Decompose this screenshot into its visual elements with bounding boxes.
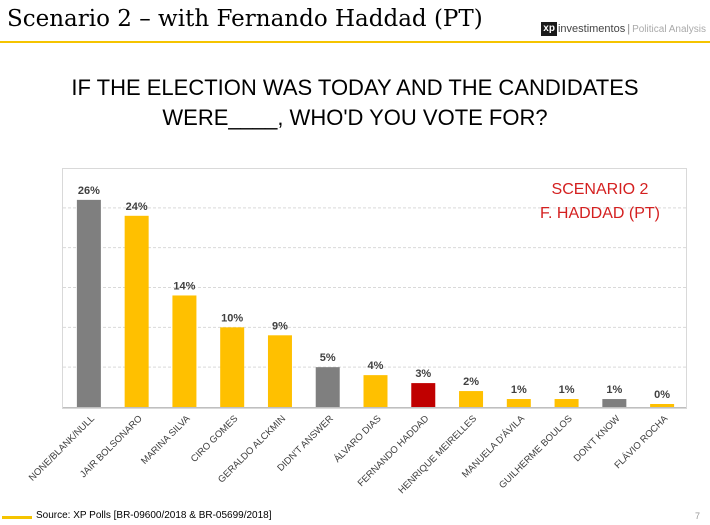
scenario-line-1: SCENARIO 2 bbox=[551, 181, 649, 198]
value-label: 1% bbox=[606, 384, 622, 396]
value-label: 0% bbox=[654, 389, 670, 401]
category-label: CIRO GOMES bbox=[189, 413, 240, 464]
bar bbox=[315, 367, 340, 407]
category-label: HENRIQUE MEIRELLES bbox=[396, 413, 479, 496]
value-label: 3% bbox=[415, 368, 431, 380]
value-label: 4% bbox=[368, 360, 384, 372]
question-heading: IF THE ELECTION WAS TODAY AND THE CANDID… bbox=[71, 75, 639, 130]
logo-mark: xp bbox=[541, 22, 557, 36]
logo-text: investimentos bbox=[557, 23, 626, 35]
scenario-line-2: F. HADDAD (PT) bbox=[540, 205, 660, 222]
bar bbox=[459, 391, 484, 407]
category-label: DON'T KNOW bbox=[572, 413, 623, 464]
xp-logo: xp investimentos | Political Analysis bbox=[541, 21, 706, 37]
bar bbox=[602, 399, 627, 407]
value-label: 2% bbox=[463, 376, 479, 388]
bar bbox=[506, 399, 531, 407]
value-label: 10% bbox=[221, 312, 243, 324]
chart-frame bbox=[62, 168, 687, 409]
value-label: 14% bbox=[173, 280, 195, 292]
page-number: 7 bbox=[694, 511, 700, 521]
bar bbox=[267, 335, 292, 407]
value-label: 1% bbox=[559, 384, 575, 396]
logo-separator: | bbox=[627, 23, 631, 35]
category-label: MARINA SILVA bbox=[139, 413, 193, 467]
scenario-label: SCENARIO 2 F. HADDAD (PT) bbox=[520, 178, 680, 226]
bar bbox=[124, 215, 149, 407]
footer-accent-line bbox=[2, 516, 32, 519]
value-label: 1% bbox=[511, 384, 527, 396]
bar bbox=[172, 295, 197, 407]
source-note: Source: XP Polls [BR-09600/2018 & BR-056… bbox=[36, 510, 272, 521]
bar bbox=[650, 404, 675, 407]
bar bbox=[220, 327, 245, 407]
category-label: ÁLVARO DIAS bbox=[332, 413, 384, 465]
logo-subtitle: Political Analysis bbox=[632, 23, 706, 35]
value-label: 9% bbox=[272, 320, 288, 332]
value-label: 26% bbox=[78, 185, 100, 197]
value-label: 5% bbox=[320, 352, 336, 364]
bar bbox=[411, 383, 436, 407]
value-label: 24% bbox=[126, 201, 148, 213]
title-underline bbox=[0, 41, 710, 43]
bar bbox=[363, 375, 388, 407]
bar bbox=[554, 399, 579, 407]
bar bbox=[76, 199, 101, 407]
slide-title: Scenario 2 – with Fernando Haddad (PT) bbox=[7, 6, 483, 32]
